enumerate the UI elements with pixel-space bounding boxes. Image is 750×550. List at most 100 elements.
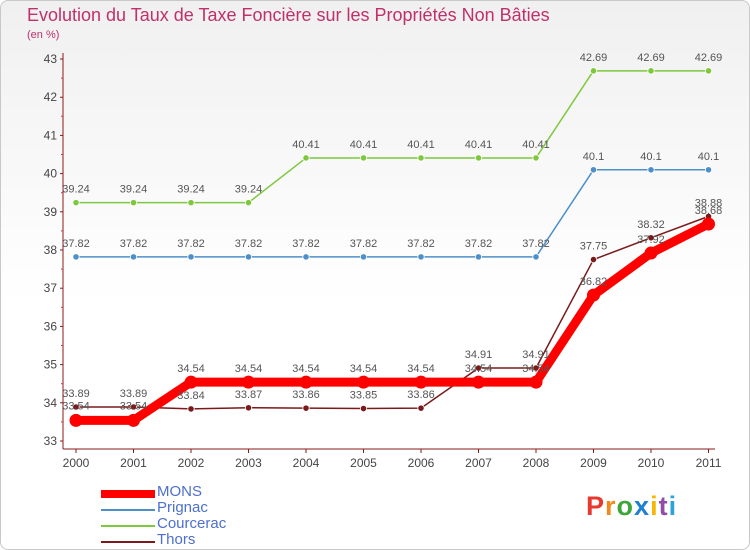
x-tick-label: 2003 [235, 456, 262, 470]
data-label-courcerac: 39.24 [62, 184, 90, 196]
data-point-thors [359, 404, 368, 413]
data-label-prignac: 37.82 [465, 238, 493, 250]
data-point-prignac [187, 253, 195, 261]
data-label-prignac: 37.82 [350, 238, 378, 250]
data-point-prignac [302, 253, 310, 261]
data-label-prignac: 37.82 [235, 238, 263, 250]
series-line-thors [75, 215, 710, 410]
data-point-prignac [474, 253, 483, 261]
data-point-thors [302, 404, 310, 412]
data-label-prignac: 37.82 [62, 238, 90, 250]
data-point-courcerac [359, 154, 368, 162]
data-point-thors [244, 404, 253, 412]
logo-letter: i [650, 491, 659, 521]
data-label-prignac: 37.82 [407, 238, 435, 250]
data-label-thors: 33.86 [407, 389, 435, 401]
y-tick-label: 37 [44, 281, 58, 295]
legend-label: Courcerac [157, 515, 227, 532]
data-label-mons: 34.54 [177, 363, 205, 375]
data-label-mons: 36.82 [580, 276, 608, 288]
data-point-prignac [417, 253, 425, 261]
logo-letter: t [658, 491, 669, 521]
data-label-mons: 34.54 [292, 363, 320, 375]
data-point-mons [587, 288, 600, 302]
data-point-prignac [589, 166, 598, 174]
data-label-courcerac: 40.41 [407, 139, 435, 151]
data-point-thors [72, 403, 80, 411]
x-tick-label: 2004 [293, 456, 320, 470]
data-label-thors: 33.87 [235, 389, 263, 401]
data-label-thors: 33.89 [120, 388, 148, 400]
data-point-thors [532, 364, 540, 372]
data-point-mons [69, 413, 83, 427]
data-point-courcerac [187, 199, 195, 207]
data-label-prignac: 37.82 [522, 238, 550, 250]
y-tick-label: 40 [44, 167, 58, 181]
data-point-mons [299, 375, 313, 389]
logo-letter: x [634, 491, 651, 521]
data-label-mons: 37.92 [637, 234, 665, 246]
x-tick-label: 2007 [465, 456, 492, 470]
data-label-courcerac: 40.41 [292, 139, 320, 151]
logo-letter: r [605, 491, 617, 521]
legend-swatch [101, 541, 155, 543]
data-label-courcerac: 42.69 [695, 52, 723, 64]
data-label-courcerac: 40.41 [350, 139, 378, 151]
data-point-thors [417, 404, 425, 412]
y-tick-label: 35 [44, 358, 58, 372]
data-label-courcerac: 40.41 [465, 139, 493, 151]
data-label-mons: 33.54 [62, 400, 90, 412]
data-point-courcerac [417, 154, 425, 162]
chart-subtitle: (en %) [27, 29, 60, 41]
legend-swatch [101, 525, 155, 527]
data-label-mons: 34.54 [235, 363, 263, 375]
y-tick-label: 41 [44, 128, 58, 142]
data-point-mons [702, 217, 715, 231]
data-label-prignac: 40.1 [698, 151, 719, 163]
data-point-courcerac [72, 199, 80, 207]
y-tick-label: 34 [44, 396, 58, 410]
data-label-thors: 38.88 [695, 197, 723, 209]
data-point-mons [184, 375, 198, 389]
x-tick-label: 2010 [638, 456, 665, 470]
data-point-prignac [532, 253, 540, 261]
data-point-mons [529, 375, 543, 389]
legend-label: Thors [157, 531, 196, 548]
data-point-courcerac [474, 154, 483, 162]
legend-label: MONS [157, 483, 202, 500]
data-point-prignac [647, 166, 655, 174]
data-label-mons: 33.54 [120, 400, 148, 412]
data-point-prignac [359, 253, 368, 261]
data-point-prignac [129, 253, 138, 261]
data-label-mons: 34.54 [522, 363, 550, 375]
data-label-mons: 34.54 [465, 363, 493, 375]
legend-swatch [101, 509, 155, 511]
data-label-prignac: 40.1 [640, 151, 661, 163]
chart-data-labels: 33.54 33.54 34.54 34.54 34.54 34.54 34.54 34.54… [62, 52, 722, 413]
data-label-prignac: 40.1 [583, 151, 604, 163]
series-line-mons [71, 219, 713, 425]
data-label-thors: 33.84 [177, 390, 205, 402]
data-label-courcerac: 40.41 [522, 139, 550, 151]
y-tick-label: 39 [44, 205, 58, 219]
data-label-mons: 34.54 [407, 363, 435, 375]
legend-swatch [101, 490, 155, 498]
x-tick-label: 2000 [63, 456, 90, 470]
data-label-prignac: 37.82 [177, 238, 205, 250]
chart-lines [69, 67, 715, 427]
data-point-courcerac [129, 199, 138, 207]
data-label-thors: 33.89 [62, 388, 90, 400]
x-tick-label: 2002 [178, 456, 205, 470]
x-tick-label: 2009 [580, 456, 607, 470]
data-point-courcerac [244, 199, 253, 207]
data-label-mons: 38.68 [695, 205, 723, 217]
data-point-mons [644, 246, 658, 260]
logo-letter: P [586, 491, 606, 521]
data-point-courcerac [647, 67, 655, 75]
data-label-courcerac: 39.24 [177, 184, 205, 196]
data-point-mons [414, 375, 428, 389]
series-line-courcerac [75, 70, 710, 204]
data-label-mons: 34.54 [350, 363, 378, 375]
